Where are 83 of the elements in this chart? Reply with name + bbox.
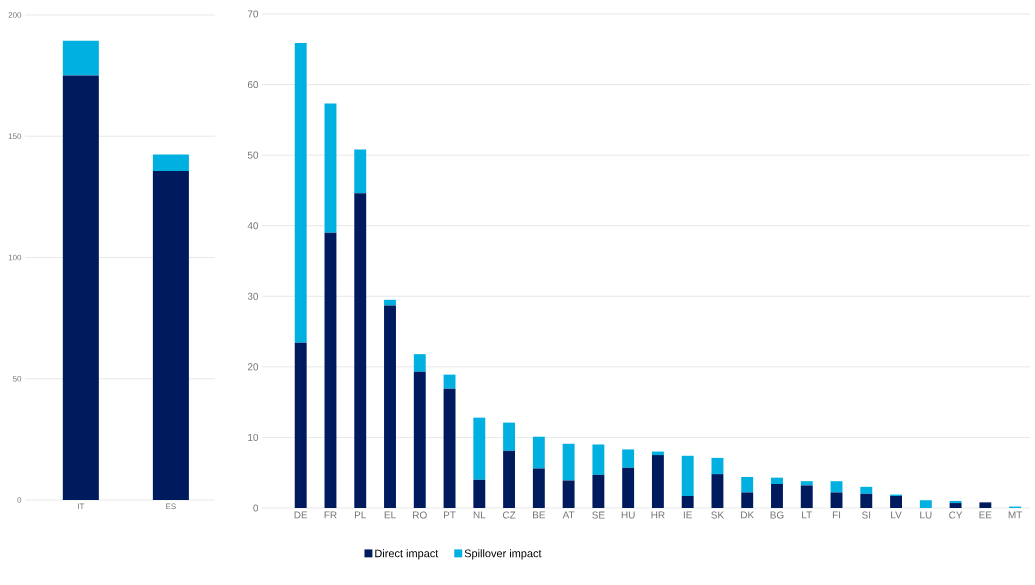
- x-tick-label: HR: [651, 511, 665, 519]
- bar: [681, 455, 694, 496]
- x-tick-label: IE: [683, 511, 692, 519]
- x-tick-label: PL: [354, 511, 367, 519]
- bar: [949, 500, 962, 504]
- y-tick-label: 0: [253, 504, 259, 512]
- bar: [919, 500, 932, 508]
- bar: [681, 496, 694, 508]
- x-tick-label: CY: [949, 511, 963, 519]
- x-tick-label: CZ: [502, 511, 516, 519]
- bar: [622, 467, 635, 508]
- x-tick-label: EE: [979, 511, 992, 519]
- y-tick-label: 50: [247, 151, 259, 159]
- bar: [949, 503, 962, 508]
- bar: [294, 342, 307, 508]
- bar: [413, 354, 426, 372]
- x-tick-label: SK: [711, 511, 724, 519]
- x-tick-label: NL: [473, 511, 486, 519]
- bar: [741, 476, 754, 493]
- bar: [62, 40, 99, 76]
- bar: [443, 374, 456, 389]
- x-tick-label: DE: [294, 511, 308, 519]
- x-tick-label: SE: [592, 511, 605, 519]
- bar: [860, 493, 873, 508]
- legend-label: Direct impact: [375, 549, 439, 560]
- x-tick-label: BE: [533, 511, 546, 519]
- bar: [503, 450, 516, 508]
- x-tick-label: EL: [384, 511, 396, 519]
- y-tick-label: 30: [247, 292, 259, 300]
- bar: [532, 468, 545, 508]
- x-tick-label: LT: [802, 511, 812, 519]
- y-tick-label: 60: [247, 81, 259, 89]
- bar: [384, 299, 396, 306]
- x-tick-label: FI: [832, 511, 841, 519]
- y-tick-label: 20: [247, 363, 259, 371]
- bar: [622, 449, 635, 468]
- bar: [443, 388, 456, 508]
- x-tick-label: FR: [324, 511, 337, 519]
- x-tick-label: LU: [920, 511, 932, 519]
- bar: [294, 42, 307, 343]
- x-tick-label: RO: [413, 511, 427, 519]
- x-tick-label: LV: [891, 511, 902, 519]
- bar: [800, 485, 813, 508]
- bar: [152, 154, 189, 171]
- bar: [532, 436, 545, 469]
- x-tick-label: BG: [770, 511, 784, 519]
- bar: [890, 496, 903, 508]
- bar: [830, 481, 843, 493]
- bar: [62, 75, 99, 500]
- bar: [324, 232, 337, 508]
- x-tick-label: HU: [621, 511, 635, 519]
- x-tick-label: AT: [562, 511, 575, 519]
- x-tick-label: PT: [443, 511, 456, 519]
- x-tick-label: DK: [741, 511, 755, 519]
- bar: [562, 443, 575, 481]
- bar: [152, 170, 189, 500]
- bar: [324, 103, 337, 233]
- bar: [473, 479, 486, 508]
- bar: [771, 484, 783, 508]
- bar: [562, 480, 575, 508]
- bar: [830, 492, 843, 508]
- bar: [771, 477, 783, 484]
- x-tick-label: MT: [1008, 511, 1023, 519]
- bar: [711, 474, 724, 508]
- bar: [473, 417, 486, 480]
- bar: [860, 486, 873, 494]
- bar: [800, 481, 813, 486]
- y-tick-label: 70: [247, 10, 259, 18]
- bar: [354, 193, 367, 508]
- y-tick-label: 10: [248, 433, 259, 441]
- x-tick-label: SI: [862, 511, 871, 519]
- bar: [711, 457, 724, 475]
- bar: [741, 492, 754, 508]
- y-tick-label: 40: [247, 222, 259, 230]
- bar: [592, 474, 605, 508]
- bar: [651, 455, 664, 508]
- bar: [503, 422, 516, 451]
- bar: [384, 305, 396, 508]
- bar: [979, 502, 992, 508]
- legend-label: Spillover impact: [464, 549, 542, 560]
- bar: [592, 444, 605, 475]
- bar: [413, 371, 426, 508]
- bar: [354, 149, 367, 194]
